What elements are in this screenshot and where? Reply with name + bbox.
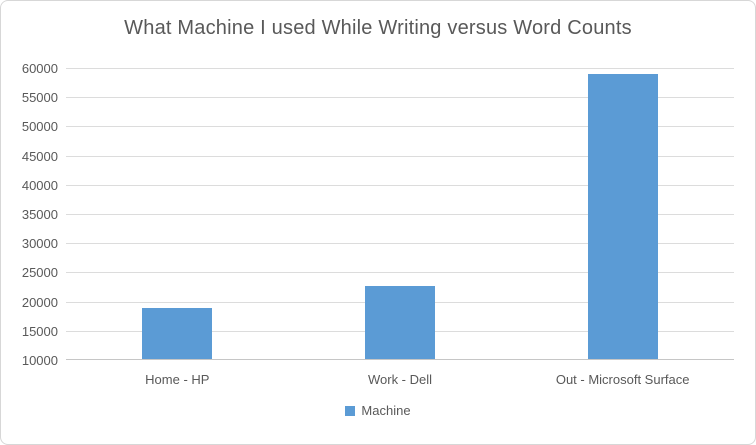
gridline	[66, 155, 734, 157]
y-axis-tick-label: 55000	[21, 90, 58, 106]
gridline	[66, 214, 734, 215]
y-axis-tick-label: 30000	[21, 236, 58, 252]
y-axis-tick-label: 15000	[21, 323, 58, 339]
y-axis-tick-label: 45000	[21, 148, 58, 164]
plot-area	[66, 68, 734, 360]
gridline	[66, 184, 734, 186]
y-axis-tick-label: 60000	[21, 61, 58, 76]
legend-label: Machine	[361, 403, 411, 418]
y-axis-tick-label: 10000	[21, 353, 58, 368]
gridline	[66, 126, 734, 128]
y-axis-tick-label: 35000	[21, 207, 58, 222]
y-axis-tick-label: 40000	[21, 177, 58, 193]
x-axis-category-label: Out - Microsoft Surface	[555, 372, 690, 387]
chart-title: What Machine I used While Writing versus…	[124, 17, 632, 39]
gridline	[66, 97, 734, 99]
bar-out-microsoft-surface	[587, 74, 658, 360]
legend-swatch-icon	[345, 405, 356, 416]
gridline	[66, 243, 734, 245]
gridline	[66, 272, 734, 274]
y-axis-tick-label: 50000	[21, 119, 58, 135]
x-axis-line	[66, 359, 734, 360]
y-axis-tick-label: 20000	[21, 294, 58, 310]
x-axis-category-label: Home - HP	[145, 372, 210, 387]
gridline	[66, 68, 734, 69]
bar-work-dell	[365, 286, 435, 360]
legend: Machine	[1, 403, 755, 418]
x-axis-category-label: Work - Dell	[367, 372, 433, 387]
bar-home-hp	[142, 308, 213, 360]
y-axis-tick-label: 25000	[21, 265, 58, 281]
